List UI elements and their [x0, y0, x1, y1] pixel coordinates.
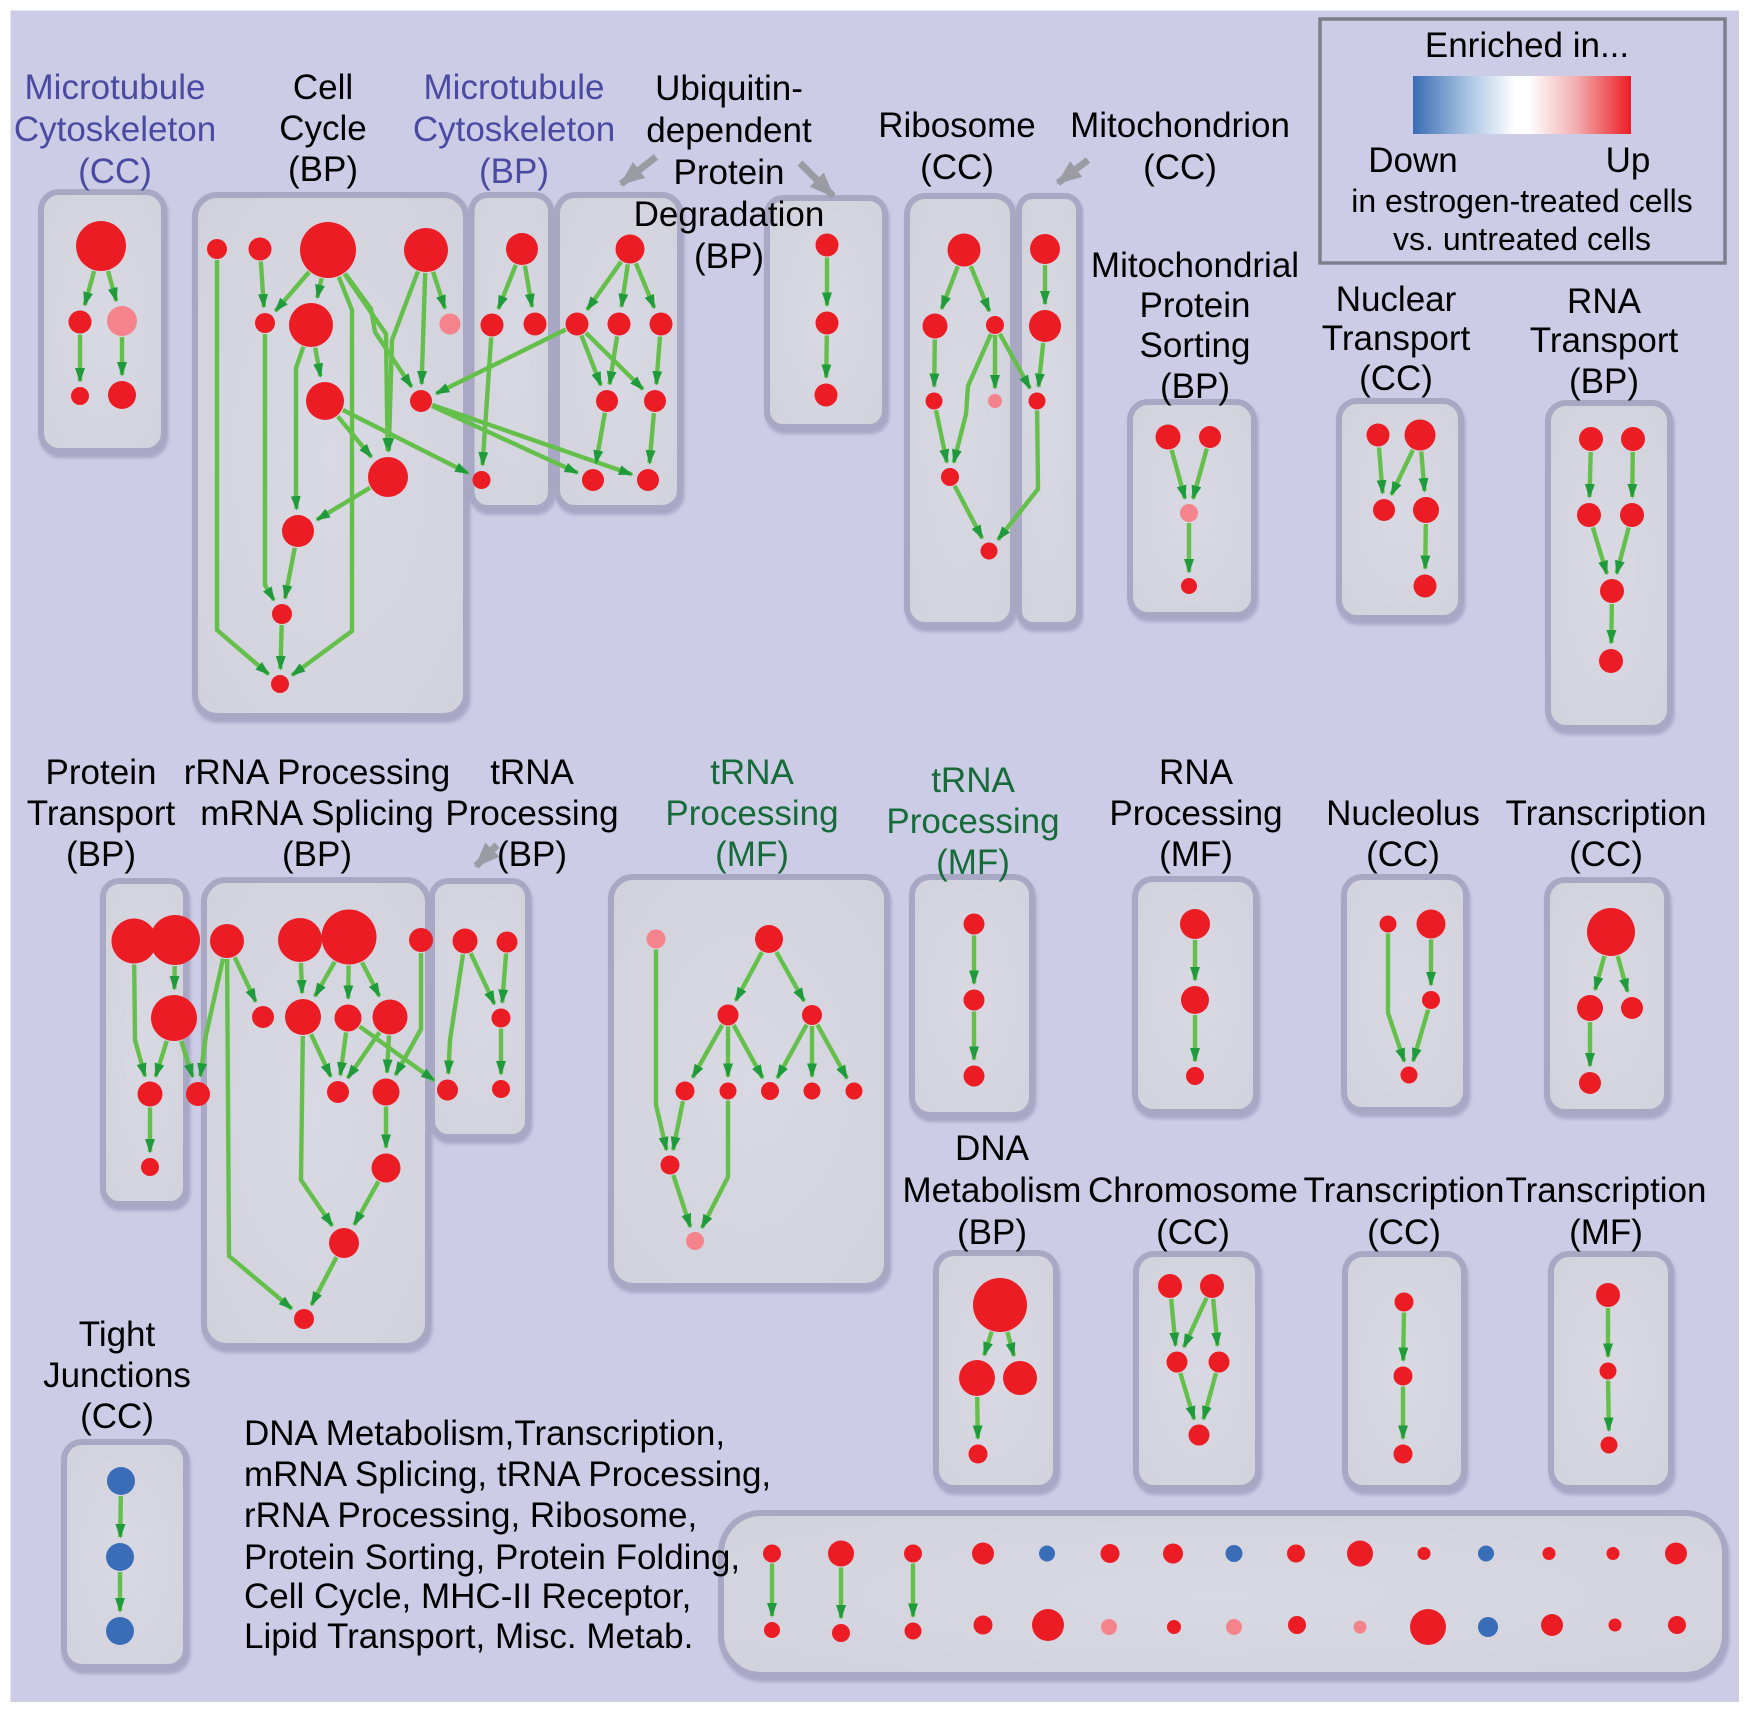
svg-text:(CC): (CC): [1359, 359, 1433, 398]
svg-text:Chromosome: Chromosome: [1088, 1171, 1298, 1210]
svg-text:Transport: Transport: [27, 794, 176, 833]
svg-text:Transport: Transport: [1322, 319, 1471, 358]
svg-text:Processing: Processing: [1109, 794, 1282, 833]
svg-text:(BP): (BP): [957, 1213, 1027, 1252]
svg-text:Processing: Processing: [445, 794, 618, 833]
svg-text:Tight: Tight: [79, 1315, 156, 1354]
svg-text:Cytoskeleton: Cytoskeleton: [14, 110, 216, 149]
svg-text:Transport: Transport: [1530, 321, 1679, 360]
svg-text:Ubiquitin-: Ubiquitin-: [655, 69, 803, 108]
svg-text:(MF): (MF): [1159, 835, 1233, 874]
svg-text:(MF): (MF): [715, 835, 789, 874]
svg-text:(MF): (MF): [936, 843, 1010, 882]
svg-text:(BP): (BP): [479, 152, 549, 191]
svg-text:(CC): (CC): [1143, 148, 1217, 187]
svg-text:Metabolism: Metabolism: [903, 1171, 1082, 1210]
svg-text:DNA: DNA: [955, 1129, 1030, 1168]
svg-text:dependent: dependent: [646, 111, 812, 150]
svg-text:mRNA Splicing: mRNA Splicing: [200, 794, 433, 833]
svg-text:Transcription: Transcription: [1506, 794, 1707, 833]
svg-text:(BP): (BP): [694, 237, 764, 276]
svg-text:Degradation: Degradation: [634, 195, 825, 234]
svg-text:Cell Cycle, MHC-II Receptor,: Cell Cycle, MHC-II Receptor,: [244, 1577, 691, 1616]
svg-text:Processing: Processing: [665, 794, 838, 833]
svg-text:(CC): (CC): [1156, 1213, 1230, 1252]
svg-text:RNA: RNA: [1159, 753, 1234, 792]
svg-text:Protein: Protein: [674, 153, 785, 192]
svg-text:mRNA Splicing, tRNA Processing: mRNA Splicing, tRNA Processing,: [244, 1455, 771, 1494]
svg-text:tRNA: tRNA: [490, 753, 574, 792]
svg-text:Lipid Transport, Misc. Metab.: Lipid Transport, Misc. Metab.: [244, 1617, 693, 1656]
svg-text:(CC): (CC): [1367, 1213, 1441, 1252]
svg-text:(CC): (CC): [78, 152, 152, 191]
svg-text:Mitochondrion: Mitochondrion: [1070, 106, 1290, 145]
svg-text:Microtubule: Microtubule: [424, 68, 605, 107]
svg-text:Down: Down: [1368, 141, 1457, 180]
svg-text:(BP): (BP): [66, 835, 136, 874]
svg-text:vs. untreated cells: vs. untreated cells: [1393, 221, 1651, 257]
svg-text:(CC): (CC): [1569, 835, 1643, 874]
svg-text:(BP): (BP): [1569, 362, 1639, 401]
svg-text:Microtubule: Microtubule: [25, 68, 206, 107]
svg-text:(MF): (MF): [1569, 1213, 1643, 1252]
svg-text:DNA Metabolism,Transcription,: DNA Metabolism,Transcription,: [244, 1414, 725, 1453]
svg-text:Mitochondrial: Mitochondrial: [1091, 246, 1299, 285]
svg-text:(BP): (BP): [288, 150, 358, 189]
svg-text:Nuclear: Nuclear: [1336, 280, 1457, 319]
svg-text:(CC): (CC): [80, 1397, 154, 1436]
svg-text:Cell: Cell: [293, 68, 353, 107]
svg-text:Junctions: Junctions: [43, 1356, 191, 1395]
svg-text:tRNA: tRNA: [931, 761, 1015, 800]
svg-text:(BP): (BP): [497, 835, 567, 874]
svg-text:rRNA Processing, Ribosome,: rRNA Processing, Ribosome,: [244, 1496, 697, 1535]
svg-text:Transcription: Transcription: [1304, 1171, 1505, 1210]
svg-text:Enriched in...: Enriched in...: [1425, 26, 1629, 65]
svg-text:Sorting: Sorting: [1140, 326, 1251, 365]
svg-text:RNA: RNA: [1567, 282, 1642, 321]
svg-text:Up: Up: [1606, 141, 1651, 180]
svg-text:Protein: Protein: [46, 753, 157, 792]
svg-text:(BP): (BP): [1160, 367, 1230, 406]
svg-text:tRNA: tRNA: [710, 753, 794, 792]
svg-text:Ribosome: Ribosome: [878, 106, 1036, 145]
svg-text:(CC): (CC): [920, 148, 994, 187]
svg-text:rRNA Processing: rRNA Processing: [184, 753, 450, 792]
svg-text:in estrogen-treated cells: in estrogen-treated cells: [1351, 183, 1693, 219]
svg-text:Cycle: Cycle: [279, 109, 367, 148]
svg-text:Processing: Processing: [886, 802, 1059, 841]
svg-text:Protein Sorting, Protein Foldi: Protein Sorting, Protein Folding,: [244, 1538, 740, 1577]
svg-text:(CC): (CC): [1366, 835, 1440, 874]
svg-text:(BP): (BP): [282, 835, 352, 874]
svg-text:Protein: Protein: [1140, 286, 1251, 325]
svg-text:Transcription: Transcription: [1506, 1171, 1707, 1210]
svg-text:Nucleolus: Nucleolus: [1326, 794, 1480, 833]
svg-text:Cytoskeleton: Cytoskeleton: [413, 110, 615, 149]
